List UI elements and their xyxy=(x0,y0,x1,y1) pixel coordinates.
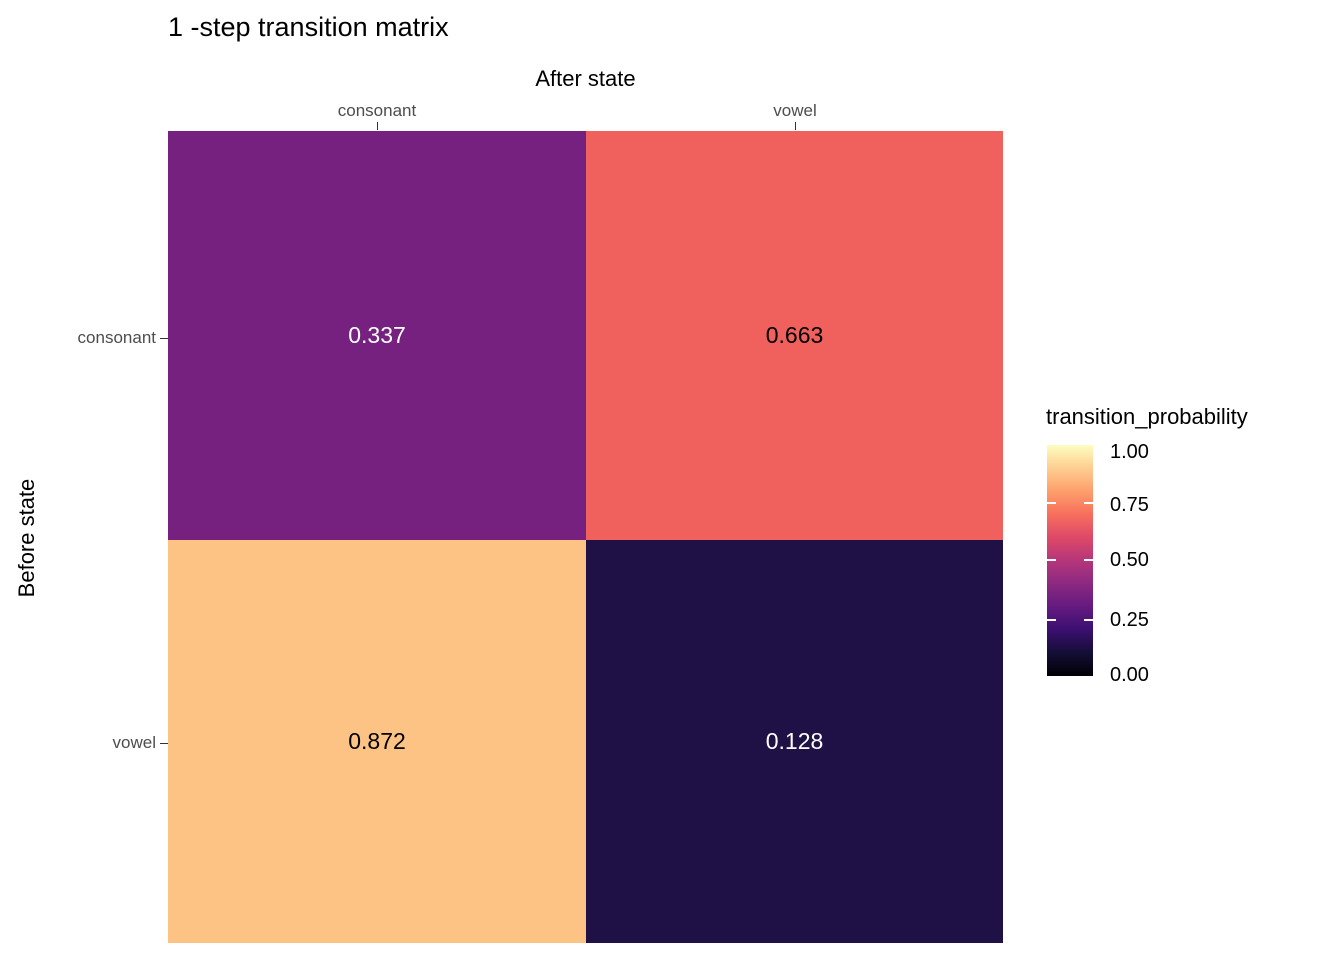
colorbar-tick-mark xyxy=(1047,619,1056,621)
heatmap-cell-consonant-vowel: 0.663 xyxy=(586,131,1003,540)
legend-tick-label: 0.25 xyxy=(1110,609,1149,631)
colorbar-tick-mark xyxy=(1084,619,1093,621)
colorbar-tick-mark xyxy=(1084,559,1093,561)
y-tick-label-vowel: vowel xyxy=(112,733,156,752)
x-tick-mark xyxy=(377,122,378,130)
cell-value: 0.337 xyxy=(348,322,406,348)
x-tick-label-consonant: consonant xyxy=(337,101,417,120)
legend-title: transition_probability xyxy=(1046,404,1248,429)
cell-value: 0.872 xyxy=(348,728,406,754)
legend-tick-label: 0.50 xyxy=(1110,549,1149,571)
legend-tick-label: 1.00 xyxy=(1110,441,1149,463)
chart-title: 1 -step transition matrix xyxy=(168,12,449,42)
heatmap-panel: 0.337 0.663 0.872 0.128 xyxy=(168,131,1003,943)
y-tick-mark xyxy=(160,743,168,744)
heatmap-cell-consonant-consonant: 0.337 xyxy=(168,131,586,540)
legend-colorbar xyxy=(1047,445,1093,676)
x-tick-mark xyxy=(795,122,796,130)
x-axis-title: After state xyxy=(535,66,636,91)
colorbar-tick-mark xyxy=(1084,502,1093,504)
colorbar-tick-mark xyxy=(1047,559,1056,561)
y-axis-title: Before state xyxy=(14,478,39,598)
heatmap-cell-vowel-vowel: 0.128 xyxy=(586,540,1003,943)
y-tick-mark xyxy=(160,338,168,339)
legend-tick-label: 0.75 xyxy=(1110,494,1149,516)
x-tick-label-vowel: vowel xyxy=(773,101,817,120)
cell-value: 0.663 xyxy=(765,322,824,348)
colorbar-tick-mark xyxy=(1047,502,1056,504)
y-tick-label-consonant: consonant xyxy=(77,328,156,347)
cell-value: 0.128 xyxy=(765,728,824,754)
legend-tick-label: 0.00 xyxy=(1110,664,1149,686)
heatmap-cell-vowel-consonant: 0.872 xyxy=(168,540,586,943)
